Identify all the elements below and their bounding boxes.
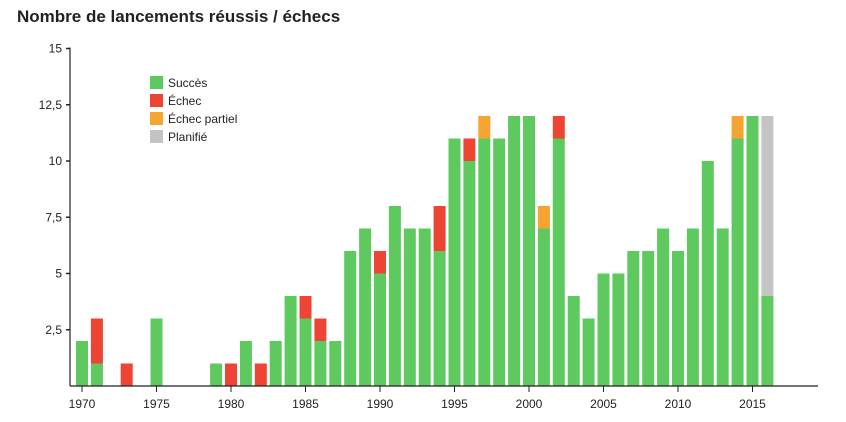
x-tick-label: 2010	[665, 397, 692, 411]
legend-swatch	[150, 76, 163, 89]
x-tick-label: 1970	[69, 397, 96, 411]
bar-2014-échec-partiel	[731, 116, 744, 139]
bar-1971-succès	[90, 363, 103, 386]
bar-2015-succès	[746, 116, 759, 386]
bar-2009-succès	[657, 228, 670, 386]
bar-2007-succès	[627, 251, 640, 386]
legend-label: Succès	[168, 76, 207, 90]
x-tick-label: 2000	[516, 397, 543, 411]
legend-label: Planifié	[168, 130, 208, 144]
bar-2001-succès	[537, 228, 550, 386]
bar-1996-échec	[463, 138, 476, 161]
bar-1979-succès	[210, 363, 223, 386]
bar-1986-succès	[314, 341, 327, 386]
bar-1996-succès	[463, 161, 476, 386]
bar-1999-succès	[508, 116, 521, 386]
bar-1988-succès	[344, 251, 357, 386]
bar-1985-échec	[299, 296, 312, 319]
bar-1986-échec	[314, 318, 327, 341]
bar-1970-succès	[76, 341, 88, 386]
bar-2014-succès	[731, 138, 744, 386]
x-tick-label: 1975	[143, 397, 170, 411]
y-tick-label: 10	[49, 154, 63, 168]
bar-1994-échec	[433, 206, 446, 251]
bar-2003-succès	[567, 296, 580, 386]
bar-1973-échec	[120, 363, 133, 386]
x-tick-label: 2005	[590, 397, 617, 411]
bar-1982-échec	[254, 363, 267, 386]
y-tick-label: 2,5	[45, 323, 62, 337]
bar-2000-succès	[523, 116, 535, 386]
legend-swatch	[150, 130, 163, 143]
bar-2002-échec	[552, 116, 565, 139]
bar-1989-succès	[359, 228, 372, 386]
bar-1985-succès	[299, 318, 312, 386]
bar-2013-succès	[716, 228, 729, 386]
bar-1981-succès	[239, 341, 252, 386]
x-tick-label: 1995	[441, 397, 468, 411]
bar-2006-succès	[612, 273, 625, 386]
bar-1975-succès	[150, 318, 163, 386]
legend-swatch	[150, 112, 163, 125]
x-tick-label: 1980	[218, 397, 245, 411]
bar-1992-succès	[403, 228, 416, 386]
x-tick-label: 1985	[292, 397, 319, 411]
bar-1983-succès	[269, 341, 282, 386]
y-tick-label: 12,5	[39, 98, 63, 112]
bar-1990-échec	[374, 251, 386, 274]
y-tick-label: 7,5	[45, 210, 62, 224]
bar-1971-échec	[90, 318, 103, 364]
bar-2016-planifié	[761, 116, 774, 296]
bar-2004-succès	[582, 318, 595, 386]
y-tick-label: 15	[49, 42, 63, 56]
bar-2008-succès	[642, 251, 655, 386]
bar-1987-succès	[329, 341, 342, 386]
x-tick-label: 2015	[739, 397, 766, 411]
legend-label: Échec partiel	[168, 111, 237, 126]
bar-1984-succès	[284, 296, 297, 386]
bar-1995-succès	[448, 138, 461, 386]
bar-1993-succès	[418, 228, 431, 386]
bar-2001-échec-partiel	[537, 206, 550, 229]
bar-2011-succès	[686, 228, 699, 386]
bar-2002-succès	[552, 138, 565, 386]
bar-1998-succès	[493, 138, 506, 386]
x-tick-label: 1990	[367, 397, 394, 411]
bar-2005-succès	[597, 273, 610, 386]
legend-swatch	[150, 94, 163, 107]
chart-title: Nombre de lancements réussis / échecs	[17, 7, 341, 26]
bar-1990-succès	[374, 273, 386, 386]
bar-1997-succès	[478, 138, 491, 386]
bar-1980-échec	[225, 363, 237, 386]
bar-1991-succès	[388, 206, 401, 386]
bar-2010-succès	[672, 251, 684, 386]
bar-1997-échec-partiel	[478, 116, 491, 139]
legend-label: Échec	[168, 93, 201, 108]
y-tick-label: 5	[55, 267, 62, 281]
bar-1994-succès	[433, 251, 446, 386]
bar-2012-succès	[701, 161, 714, 386]
bar-2016-succès	[761, 296, 774, 386]
